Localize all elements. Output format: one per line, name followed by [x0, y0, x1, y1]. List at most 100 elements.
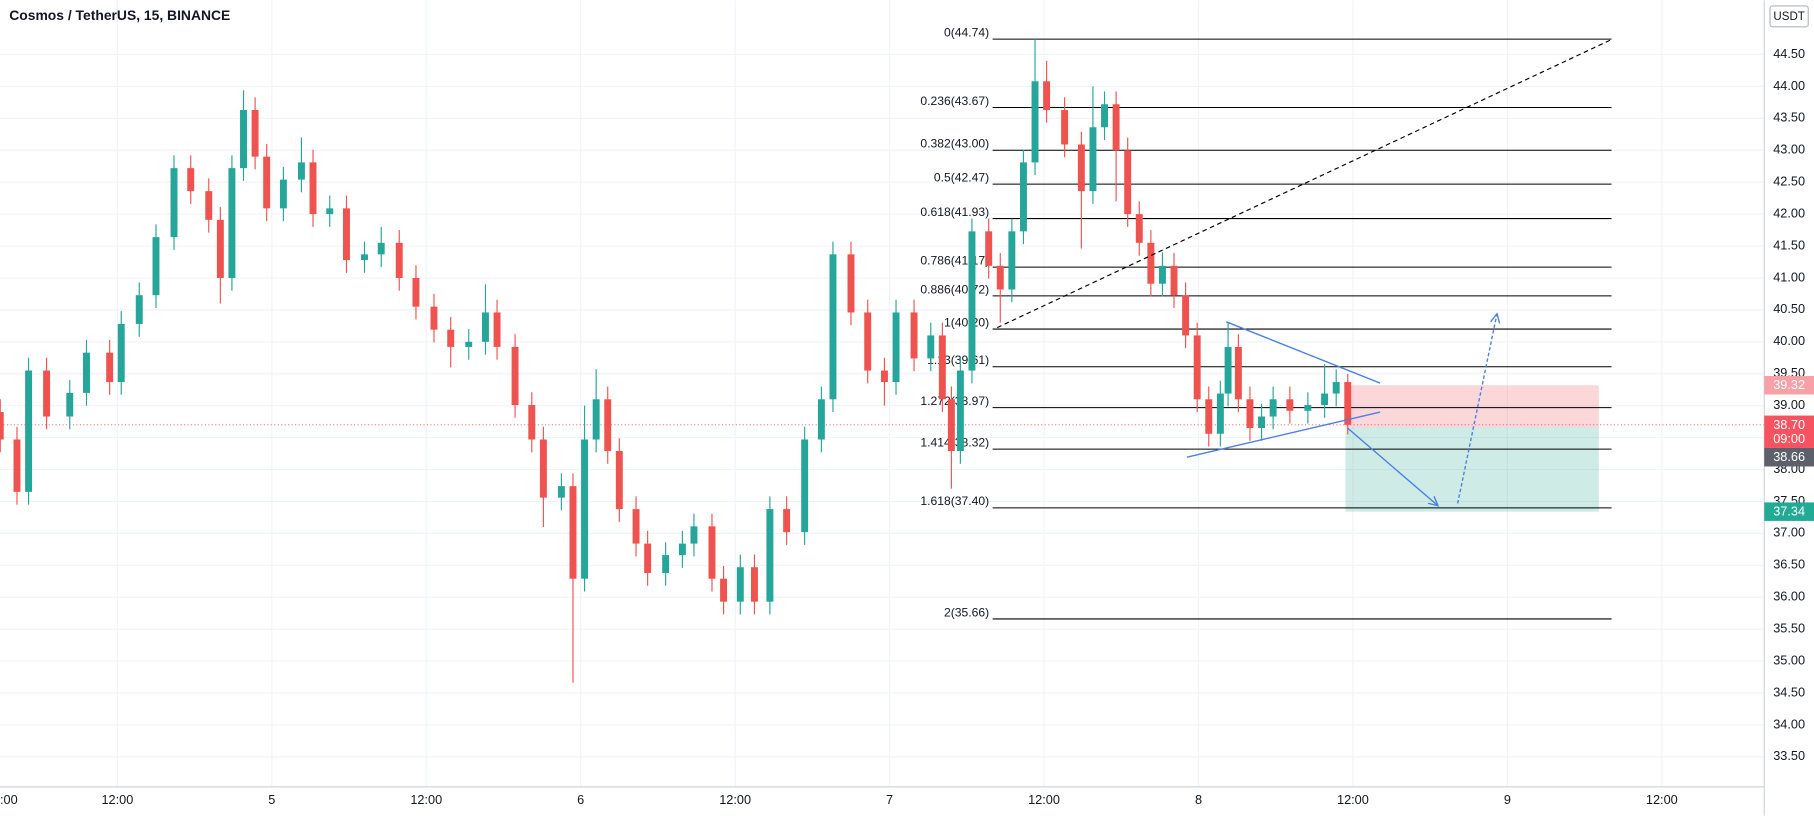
y-tick-label: 42.00	[1773, 205, 1805, 220]
price-tag	[1764, 447, 1814, 467]
y-tick-label: 41.50	[1773, 237, 1805, 252]
y-tick-label: 43.50	[1773, 110, 1805, 125]
candle-body	[1304, 405, 1312, 411]
y-tick-label: 35.00	[1773, 652, 1805, 667]
y-tick-label: 36.00	[1773, 589, 1805, 604]
candle-body	[910, 312, 918, 359]
candle-body	[216, 219, 224, 278]
candle-body	[604, 399, 612, 452]
candle-body	[309, 162, 317, 215]
x-tick-label: 6	[577, 792, 584, 807]
fib-level-label: 1.618(37.40)	[920, 494, 989, 508]
candle-body	[644, 543, 652, 573]
x-tick-label: 9	[1504, 792, 1511, 807]
price-tag	[1764, 502, 1814, 521]
candle-body	[736, 567, 744, 602]
candle-body	[251, 110, 259, 157]
candle-body	[1182, 295, 1190, 336]
candle-body	[342, 208, 350, 261]
candle-body	[66, 392, 74, 417]
candle-body	[1344, 382, 1352, 425]
candle-body	[1321, 393, 1329, 406]
fib-level-label: 2.618(32.86)	[920, 784, 989, 798]
position-tool	[0, 385, 1765, 512]
candle-body	[1234, 346, 1242, 400]
fib-level-label: 0.236(43.67)	[920, 94, 989, 108]
candle-body	[13, 439, 21, 492]
candle-body	[1147, 242, 1155, 284]
chart-title: Cosmos / TetherUS, 15, BINANCE	[9, 7, 230, 23]
candle-body	[690, 526, 698, 544]
candle-body	[1258, 416, 1266, 429]
fib-level-label: 0.786(41.17)	[920, 254, 989, 268]
triangle-lower-line	[1186, 411, 1381, 458]
candle-body	[927, 335, 935, 359]
down-arrow	[1347, 427, 1438, 506]
candle-body	[766, 509, 774, 602]
candle-body	[708, 526, 716, 579]
stop-zone	[1345, 385, 1599, 428]
candle-body	[1286, 399, 1294, 411]
price-tag-label: 37.34	[1773, 504, 1805, 519]
candle-body	[377, 242, 385, 255]
candle-body	[361, 254, 368, 261]
price-tag	[1764, 415, 1814, 448]
candle-body	[1101, 104, 1108, 128]
candle-body	[817, 399, 825, 440]
x-tick-label: 12:00	[719, 792, 751, 807]
candle-body	[996, 265, 1004, 290]
x-tick-label: 8	[1195, 792, 1202, 807]
y-tick-label: 33.50	[1773, 748, 1805, 763]
candle-body	[1193, 335, 1201, 400]
fib-level-label: 2(35.66)	[944, 605, 989, 619]
candle-body	[1061, 110, 1069, 145]
y-tick-label: 44.00	[1773, 78, 1805, 93]
candle-body	[968, 231, 976, 371]
candle-body	[430, 306, 438, 330]
candle-body	[847, 254, 855, 313]
candle-body	[1112, 104, 1120, 151]
candle-body	[864, 312, 872, 371]
y-tick-label: 40.50	[1773, 301, 1805, 316]
fib-trend-line	[996, 39, 1612, 329]
candle-body	[581, 439, 589, 579]
up-arrow	[1456, 314, 1497, 504]
candle-body	[135, 295, 143, 324]
y-tick-label: 36.50	[1773, 557, 1805, 572]
candle-body	[528, 405, 536, 440]
y-tick-label: 35.50	[1773, 621, 1805, 636]
candle-body	[783, 509, 791, 533]
candle-body	[297, 162, 305, 180]
candle-body	[279, 179, 287, 209]
price-tag-label: 39.32	[1773, 377, 1805, 392]
fib-level-label: 0.5(42.47)	[934, 171, 989, 185]
drawings	[996, 39, 1612, 506]
candle-body	[170, 168, 178, 238]
price-tag-label: 38.66	[1773, 449, 1805, 464]
currency-label[interactable]: USDT	[1773, 11, 1804, 23]
x-tick-label: 5	[268, 792, 275, 807]
fib-level-label: 0(44.74)	[944, 26, 989, 40]
candle-body	[1246, 399, 1254, 429]
candle-body	[43, 370, 51, 417]
currency-box[interactable]	[1769, 5, 1809, 28]
candle-body	[956, 370, 964, 452]
y-tick-label: 39.00	[1773, 397, 1805, 412]
y-tick-label: 37.00	[1773, 525, 1805, 540]
fib-level-label: 1.13(39.61)	[927, 353, 989, 367]
candle-body	[662, 555, 670, 573]
candle-body	[678, 543, 686, 556]
x-tick-label: 12:00	[1337, 792, 1369, 807]
x-tick-label: 12:00	[410, 792, 442, 807]
candle-body	[801, 439, 809, 533]
y-tick-label: 40.00	[1773, 333, 1805, 348]
candle-body	[985, 231, 993, 266]
candle-body	[1077, 144, 1085, 192]
candle-body	[938, 335, 946, 400]
candle-body	[880, 370, 888, 383]
candle-body	[557, 486, 565, 498]
candle-body	[539, 439, 547, 498]
